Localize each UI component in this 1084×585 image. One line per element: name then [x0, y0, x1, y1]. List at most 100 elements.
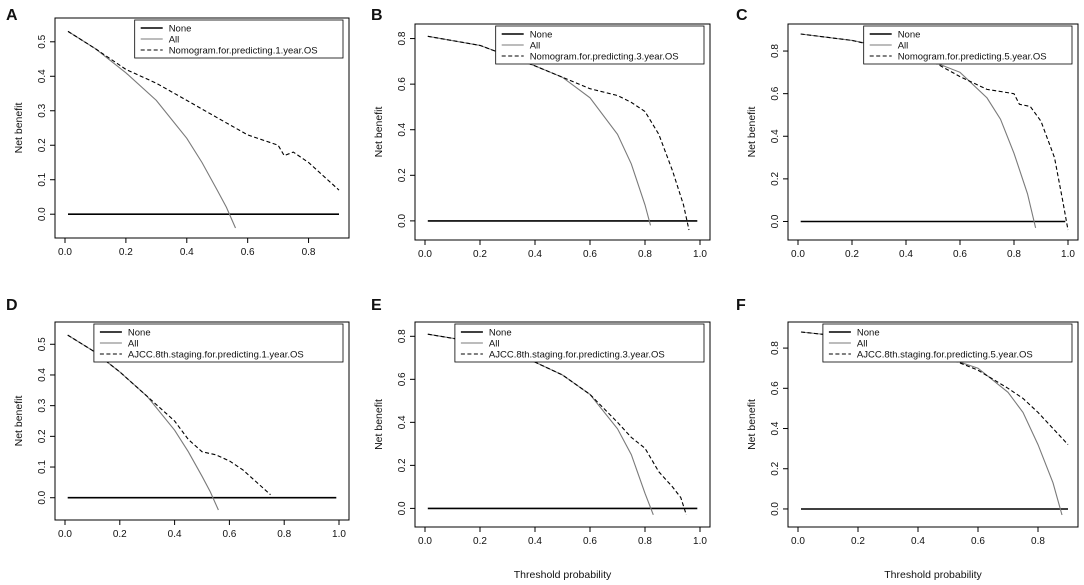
- x-axis-label: Threshold probability: [514, 569, 612, 581]
- y-tick-label: 0.2: [37, 429, 48, 443]
- x-tick-label: 0.0: [791, 249, 805, 260]
- panel-letter: D: [6, 297, 18, 314]
- legend-label: AJCC.8th.staging.for.predicting.5.year.O…: [857, 350, 1033, 361]
- x-tick-label: 0.6: [583, 249, 597, 260]
- x-tick-label: 0.2: [473, 249, 487, 260]
- x-tick-label: 0.6: [971, 536, 985, 547]
- x-tick-label: 0.4: [899, 249, 913, 260]
- legend-label: All: [489, 339, 500, 350]
- y-tick-label: 0.6: [770, 86, 781, 100]
- y-tick-label: 0.8: [397, 329, 408, 343]
- y-tick-label: 0.4: [770, 129, 781, 143]
- legend-label: Nomogram.for.predicting.1.year.OS: [169, 46, 318, 57]
- series-line-all: [427, 35, 652, 226]
- y-tick-label: 0.6: [770, 381, 781, 395]
- y-tick-label: 0.4: [397, 415, 408, 429]
- y-tick-label: 0.0: [37, 207, 48, 221]
- legend-label: None: [530, 30, 553, 41]
- y-axis-label: Net benefit: [373, 107, 385, 158]
- x-tick-label: 0.6: [953, 249, 967, 260]
- x-tick-label: 0.4: [528, 536, 542, 547]
- y-tick-label: 0.6: [397, 372, 408, 386]
- panel-d: D 0.0 0.2 0.4 0.6 0.8 1.0 0.0 0.1 0.2 0.3 0.4 0.5 Net…: [6, 297, 350, 540]
- x-tick-label: 0.0: [58, 247, 72, 258]
- legend-box: [495, 25, 705, 65]
- y-tick-label: 0.2: [770, 461, 781, 475]
- panel-b: B 0.0 0.2 0.4 0.6 0.8 1.0 0.0 0.2 0.4 0.6 0.8 Net be…: [371, 7, 711, 260]
- y-axis-label: Net benefit: [746, 107, 758, 158]
- x-tick-label: 0.2: [119, 247, 133, 258]
- y-tick-label: 0.5: [37, 337, 48, 351]
- y-tick-label: 0.4: [397, 122, 408, 136]
- legend-box: [134, 19, 344, 59]
- x-axis-label: Threshold probability: [884, 569, 982, 581]
- panel-f: F 0.0 0.2 0.4 0.6 0.8 0.0 0.2 0.4 0.6 0.8 Net benef…: [736, 297, 1079, 581]
- series-line-all: [67, 30, 237, 229]
- legend: NoneAllAJCC.8th.staging.for.predicting.1…: [93, 323, 344, 363]
- legend-label: Nomogram.for.predicting.5.year.OS: [898, 52, 1047, 63]
- y-tick-label: 0.0: [770, 502, 781, 516]
- y-tick-label: 0.1: [37, 172, 48, 186]
- x-tick-label: 0.8: [638, 536, 652, 547]
- y-tick-label: 0.2: [397, 168, 408, 182]
- legend-label: None: [898, 30, 921, 41]
- x-tick-label: 0.6: [583, 536, 597, 547]
- legend-label: All: [898, 41, 909, 52]
- y-tick-label: 0.4: [37, 69, 48, 83]
- y-tick-label: 0.5: [37, 34, 48, 48]
- panel-a: A 0.0 0.2 0.4 0.6 0.8 0.0 0.1 0.2 0.3 0.4 0.5 Net be…: [6, 7, 350, 258]
- legend-label: AJCC.8th.staging.for.predicting.3.year.O…: [489, 350, 665, 361]
- x-tick-label: 0.4: [180, 247, 194, 258]
- y-tick-label: 0.3: [37, 398, 48, 412]
- plot-frame: [787, 321, 1079, 528]
- legend-label: None: [489, 328, 512, 339]
- x-tick-label: 1.0: [693, 536, 707, 547]
- plot-frame: [414, 321, 711, 528]
- x-tick-label: 1.0: [1061, 249, 1075, 260]
- series-line-nomogram-for-predicting-3-year-os: [427, 35, 690, 231]
- x-tick-label: 0.0: [791, 536, 805, 547]
- panel-letter: F: [736, 297, 746, 314]
- x-tick-label: 0.0: [418, 536, 432, 547]
- x-tick-label: 1.0: [332, 529, 346, 540]
- plot-frame: [54, 321, 350, 521]
- panel-letter: C: [736, 7, 748, 24]
- legend-box: [93, 323, 344, 363]
- y-tick-label: 0.0: [37, 490, 48, 504]
- y-tick-label: 0.4: [770, 421, 781, 435]
- series-line-ajcc-8th-staging-for-predicting-1-year-os: [67, 334, 271, 496]
- y-tick-label: 0.4: [37, 368, 48, 382]
- y-tick-label: 0.8: [770, 44, 781, 58]
- y-tick-label: 0.0: [397, 213, 408, 227]
- x-tick-label: 0.8: [1007, 249, 1021, 260]
- x-tick-label: 0.4: [911, 536, 925, 547]
- x-tick-label: 0.8: [638, 249, 652, 260]
- x-tick-label: 0.2: [851, 536, 865, 547]
- legend: NoneAllAJCC.8th.staging.for.predicting.5…: [822, 323, 1073, 363]
- x-tick-label: 0.4: [528, 249, 542, 260]
- x-tick-label: 0.6: [241, 247, 255, 258]
- x-tick-label: 0.8: [1031, 536, 1045, 547]
- legend-label: All: [128, 339, 139, 350]
- y-tick-label: 0.0: [397, 501, 408, 515]
- x-tick-label: 0.0: [58, 529, 72, 540]
- legend-label: Nomogram.for.predicting.3.year.OS: [530, 52, 679, 63]
- legend-label: AJCC.8th.staging.for.predicting.1.year.O…: [128, 350, 304, 361]
- y-axis-label: Net benefit: [13, 396, 25, 447]
- x-tick-label: 1.0: [693, 249, 707, 260]
- legend-label: None: [169, 24, 192, 35]
- panel-letter: B: [371, 7, 383, 24]
- panel-letter: A: [6, 7, 18, 24]
- series-line-nomogram-for-predicting-1-year-os: [67, 30, 340, 191]
- plot-frame: [787, 23, 1079, 241]
- legend-label: All: [169, 35, 180, 46]
- plot-frame: [54, 17, 350, 239]
- y-tick-label: 0.8: [397, 31, 408, 45]
- legend-box: [822, 323, 1073, 363]
- legend-label: None: [128, 328, 151, 339]
- x-tick-label: 0.8: [302, 247, 316, 258]
